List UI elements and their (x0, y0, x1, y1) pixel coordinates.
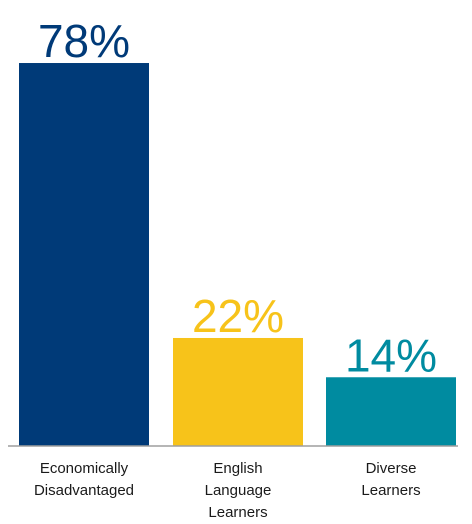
category-label-2: Diverse Learners (361, 460, 420, 499)
bar-0 (19, 63, 149, 447)
category-label-0: Economically Disadvantaged (34, 460, 134, 499)
category-label-1: English Language Learners (205, 460, 272, 521)
value-label-0: 78% (38, 15, 130, 67)
category-label-line: Learners (208, 504, 267, 521)
category-label-line: Disadvantaged (34, 482, 134, 499)
category-label-line: Diverse (366, 460, 417, 477)
category-label-line: English (213, 460, 262, 477)
value-label-2: 14% (345, 329, 437, 381)
bar-2 (326, 377, 456, 446)
value-label-1: 22% (192, 290, 284, 342)
labels-layer: 78% Economically Disadvantaged 22% English La… (34, 15, 437, 521)
category-label-line: Learners (361, 482, 420, 499)
category-label-line: Economically (40, 460, 129, 477)
bar-1 (173, 337, 303, 446)
bars-layer (19, 63, 456, 447)
category-label-line: Language (205, 482, 272, 499)
